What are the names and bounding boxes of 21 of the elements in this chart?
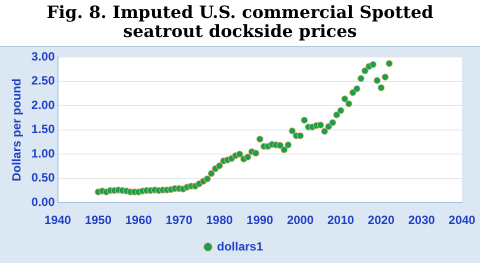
y-tick-label: 1.00 bbox=[31, 146, 56, 160]
y-tick-label: 2.00 bbox=[31, 98, 56, 112]
y-axis-title: Dollars per pound bbox=[10, 78, 24, 182]
x-tick-label: 2020 bbox=[368, 213, 395, 228]
legend-label: dollars1 bbox=[216, 239, 264, 254]
y-tick-label: 2.50 bbox=[31, 74, 56, 88]
y-tick-label: 0.00 bbox=[31, 194, 56, 209]
chart-title: Fig. 8. Imputed U.S. commercial Spotted seatrout dockside prices bbox=[0, 0, 480, 47]
x-tick-label: 1960 bbox=[125, 213, 152, 228]
x-tick-label: 2030 bbox=[408, 213, 436, 228]
y-tick-label: 0.50 bbox=[31, 170, 56, 185]
x-tick-label: 2010 bbox=[327, 213, 354, 228]
x-tick-label: 1970 bbox=[166, 213, 193, 228]
x-tick-label: 1980 bbox=[206, 213, 234, 228]
y-tick-label: 3.00 bbox=[31, 50, 56, 64]
y-tick-label: 1.50 bbox=[31, 122, 56, 136]
x-tick-label: 2040 bbox=[448, 213, 476, 228]
x-tick-label: 1990 bbox=[246, 213, 274, 228]
x-tick-label: 2000 bbox=[286, 213, 314, 228]
x-tick-label: 1940 bbox=[44, 213, 72, 228]
x-tick-label: 1950 bbox=[84, 213, 112, 228]
